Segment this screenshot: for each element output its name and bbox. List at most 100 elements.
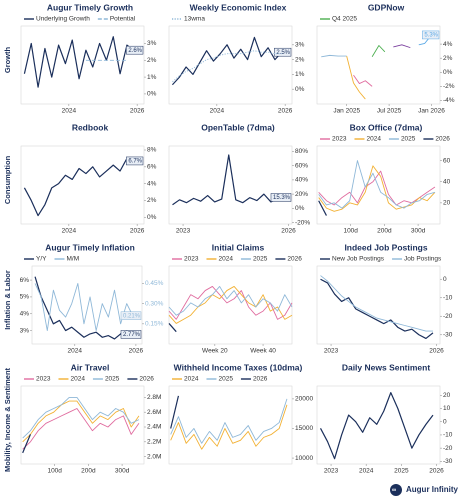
x-tick-label: 2025 [394,468,409,475]
series-line [22,396,140,439]
x-tick-label: 100d [47,468,62,475]
series-line [22,434,31,454]
row-label: Consumption [3,155,12,204]
x-tick-label: 2026 [129,348,144,355]
plot-frame [168,265,293,345]
chart-title: Augur Timely Inflation [45,242,135,252]
series-line [34,283,134,331]
y-tick-label: -10 [443,432,453,439]
x-tick-label: 2026 [130,108,145,115]
legend-label: Job Postings [404,256,442,263]
y-tick-label: 8% [147,147,157,154]
series-line [170,404,288,450]
x-tick-label: 2026 [429,348,444,355]
legend-label: 2025 [253,256,268,263]
y-tick-label: -2% [443,83,455,90]
x-tick-label: Jan 2026 [418,108,445,115]
end-label-box [126,45,144,55]
y-tick-label: 2% [147,197,157,204]
series-line [23,157,134,217]
series-line [168,285,293,320]
legend-label: 2024 [70,376,85,383]
chart-title: Augur Timely Growth [47,2,133,12]
y-tick-label: -20% [295,219,310,226]
series-line [371,45,386,58]
end-label-box [126,156,144,166]
series-line [168,285,293,316]
x-tick-label: 2024 [210,108,225,115]
y-tick-label: 4% [443,41,453,48]
y-tick-label: 4% [147,180,157,187]
series-line [170,395,180,429]
y-tick-label: 60 [443,157,451,164]
y-tick-label: 2% [147,57,157,64]
end-label: 0.21% [123,313,141,319]
plot-frame [168,385,293,465]
y-tick-label: 0 [443,418,447,425]
series-line [393,44,411,49]
x-tick-label: 100d [343,228,358,235]
legend-label: 13wma [184,16,205,23]
y-tick-label: 0% [295,205,305,212]
y-tick-label: 0% [147,214,157,221]
y-tick-label: 0% [443,69,453,76]
series-line [172,50,282,83]
end-label-box [270,193,292,202]
legend-label: 2026 [253,376,268,383]
logo-mark: ∞ [392,488,396,494]
y-tick-label: 40% [295,177,308,184]
end-label-box [120,330,142,339]
end-label: 2.77% [123,332,141,338]
end-label: 15.3% [273,195,291,201]
chart-title: Daily News Sentiment [342,362,431,372]
y-tick-label: 3% [147,40,157,47]
y-tick-label: 2.6M [147,409,161,416]
series-line [318,160,436,209]
chart-title: Initial Claims [212,242,265,252]
series-line [319,392,434,460]
chart-title: Redbook [72,122,109,132]
plot-frame [20,385,145,465]
plot-frame [20,145,145,225]
chart-title: Indeed Job Postings [344,242,427,252]
legend-label: Y/Y [36,256,47,263]
series-line [346,55,366,100]
x-tick-label: Jul 2025 [377,108,402,115]
x-tick-label: 2026 [281,228,296,235]
chart-title: Air Travel [71,362,110,372]
y-tick-label: 60% [295,162,308,169]
plot-frame [20,25,145,105]
legend-label: 2024 [184,376,199,383]
x-tick-label: Week 40 [250,348,276,355]
plot-frame [316,25,441,105]
x-tick-label: Week 20 [202,348,228,355]
y2-tick-label: 0.15% [145,321,164,328]
end-label-box [422,30,440,40]
row-label: Mobility, Income & Sentiment [3,367,12,472]
y-tick-label: 80% [295,148,308,155]
footer: Augur Infinity [406,485,459,494]
legend-label: Q4 2025 [332,16,357,23]
y-tick-label: 1% [295,71,305,78]
y2-tick-label: 0.30% [145,300,164,307]
chart-title: Withheld Income Taxes (10dma) [174,362,303,372]
y-tick-label: 2.4M [147,424,161,431]
y-tick-label: -20 [443,313,453,320]
y-tick-label: 2.8M [147,394,161,401]
legend-label: Underlying Growth [36,16,90,23]
row-label: Growth [3,46,12,73]
end-label-box [274,47,292,57]
plot-frame [168,25,293,105]
legend-label: 2023 [332,136,347,143]
y-tick-label: -30 [443,331,453,338]
series-line [321,54,347,58]
legend-label: 2025 [218,376,233,383]
y-tick-label: 40 [443,178,451,185]
y-tick-label: 10000 [295,455,313,462]
legend-label: 2025 [105,376,120,383]
y-tick-label: 20000 [295,396,313,403]
y-tick-label: 0% [295,86,305,93]
series-line [168,285,293,324]
y-tick-label: 6% [20,277,30,284]
